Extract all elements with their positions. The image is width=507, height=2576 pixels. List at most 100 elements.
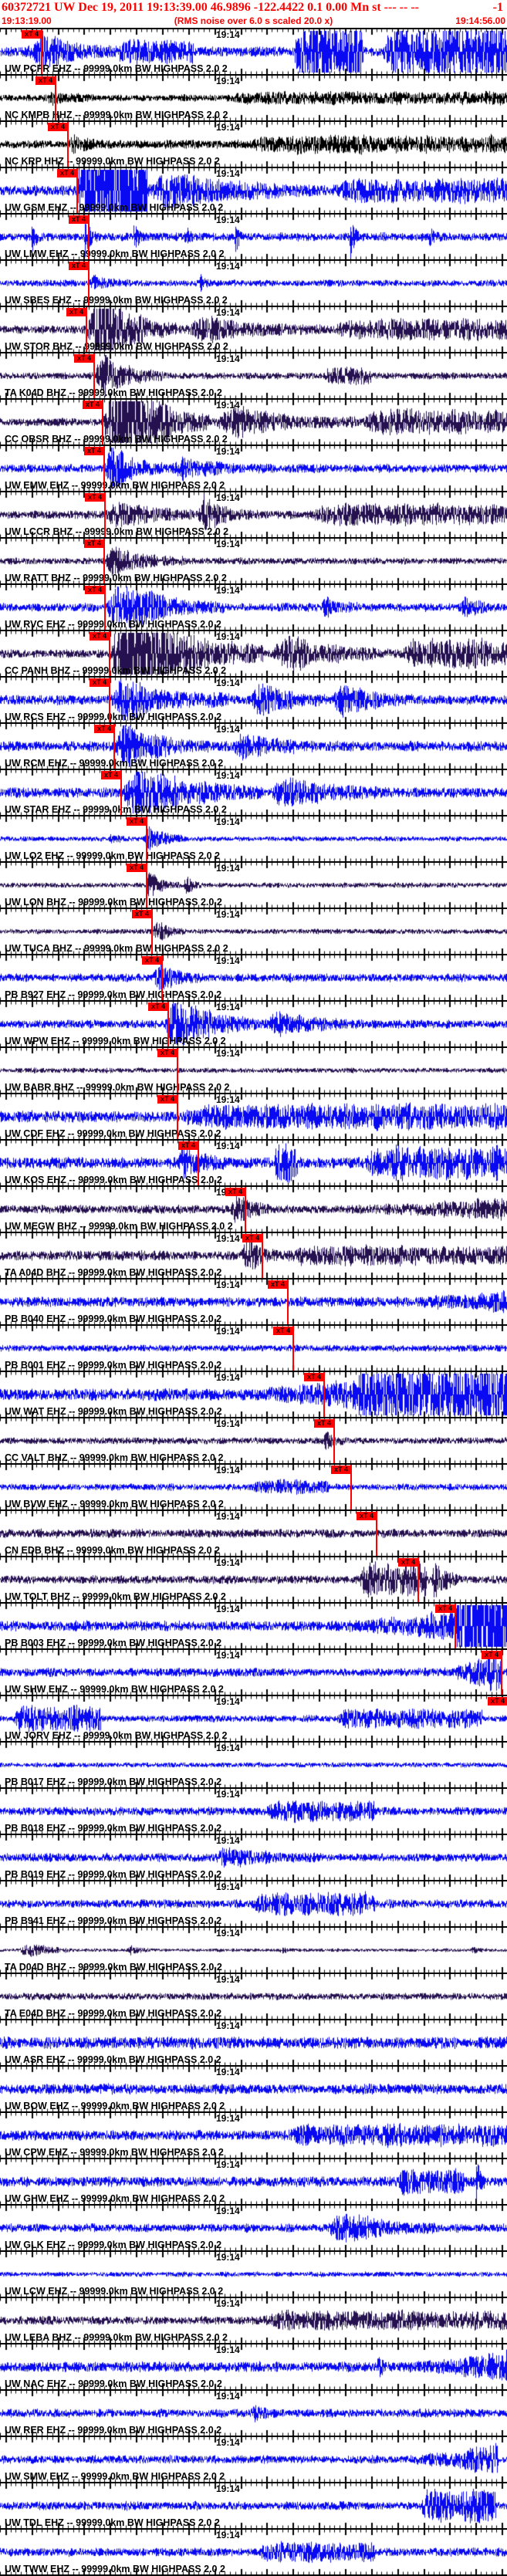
minute-label: 19:14 xyxy=(216,1418,240,1429)
waveform-canvas[interactable] xyxy=(0,2344,507,2389)
trace-row: 19:14 UW PCFR EHZ -- 99999.0km BW HIGHPAS… xyxy=(0,28,507,74)
phase-pick-marker[interactable]: xT 4 xyxy=(69,262,89,270)
waveform-canvas[interactable] xyxy=(0,955,507,1000)
waveform-canvas[interactable] xyxy=(0,168,507,213)
trace-label: UW STOR BHZ -- 99999.0km BW HIGHPASS 2.0… xyxy=(5,341,228,352)
trace-row: 19:14 PB B003 EHZ -- 99999.0km BW HIGHPAS… xyxy=(0,1602,507,1648)
waveform-canvas[interactable] xyxy=(0,1511,507,1556)
phase-pick-marker[interactable]: xT 4 xyxy=(132,910,152,918)
phase-pick-marker[interactable]: xT 4 xyxy=(157,1095,177,1104)
phase-pick-marker[interactable]: xT 4 xyxy=(85,586,105,594)
phase-pick-marker[interactable]: xT 4 xyxy=(268,1280,288,1289)
minute-label: 19:14 xyxy=(216,1280,240,1290)
phase-pick-marker[interactable]: xT 4 xyxy=(69,215,89,224)
phase-pick-marker[interactable]: xT 4 xyxy=(84,539,104,548)
waveform-canvas[interactable] xyxy=(0,1789,507,1834)
waveform-canvas[interactable] xyxy=(0,631,507,676)
waveform-canvas[interactable] xyxy=(0,585,507,630)
waveform-canvas[interactable] xyxy=(0,1280,507,1324)
phase-pick-marker[interactable]: xT 4 xyxy=(357,1512,377,1520)
phase-pick-marker[interactable]: xT 4 xyxy=(66,308,86,316)
trace-row: 19:14 UW BOW EHZ -- 99999.0km BW HIGHPASS… xyxy=(0,2065,507,2111)
trace-label: UW TOLT BHZ -- 99999.0km BW HIGHPASS 2.0… xyxy=(5,1591,226,1602)
phase-pick-marker[interactable]: xT 4 xyxy=(90,632,110,641)
phase-pick-marker[interactable]: xT 4 xyxy=(22,30,42,39)
waveform-canvas[interactable] xyxy=(0,1696,507,1741)
waveform-canvas[interactable] xyxy=(0,1928,507,1973)
waveform-canvas[interactable] xyxy=(0,2206,507,2250)
waveform-canvas[interactable] xyxy=(0,1465,507,1509)
waveform-canvas[interactable] xyxy=(0,2020,507,2065)
trace-row: 19:14 UW GSM EHZ -- 99999.0km BW HIGHPASS… xyxy=(0,167,507,213)
phase-pick-line xyxy=(88,215,90,259)
phase-pick-marker[interactable]: xT 4 xyxy=(35,76,56,85)
phase-pick-marker[interactable]: xT 4 xyxy=(148,1002,168,1011)
waveform-canvas[interactable] xyxy=(0,1002,507,1046)
waveform-canvas[interactable] xyxy=(0,2437,507,2482)
phase-pick-marker[interactable]: xT 4 xyxy=(178,1141,198,1150)
waveform-canvas[interactable] xyxy=(0,2067,507,2111)
waveform-canvas[interactable] xyxy=(0,2159,507,2204)
minute-label: 19:14 xyxy=(216,492,240,503)
minute-label: 19:14 xyxy=(216,1002,240,1012)
waveform-canvas[interactable] xyxy=(0,724,507,769)
waveform-canvas[interactable] xyxy=(0,1835,507,1880)
phase-pick-marker[interactable]: xT 4 xyxy=(304,1373,324,1381)
phase-pick-marker[interactable]: xT 4 xyxy=(57,169,77,177)
waveform-canvas[interactable] xyxy=(0,1604,507,1648)
waveform-canvas[interactable] xyxy=(0,678,507,722)
waveform-canvas[interactable] xyxy=(0,2483,507,2528)
phase-pick-marker[interactable]: xT 4 xyxy=(157,1049,177,1057)
phase-pick-marker[interactable]: xT 4 xyxy=(101,771,121,779)
waveform-canvas[interactable] xyxy=(0,1326,507,1371)
phase-pick-marker[interactable]: xT 4 xyxy=(74,354,94,363)
waveform-canvas[interactable] xyxy=(0,2530,507,2574)
trace-row: 19:14 UW EMW EHZ -- 99999.0km BW HIGHPASS… xyxy=(0,445,507,491)
waveform-canvas[interactable] xyxy=(0,2113,507,2158)
waveform-canvas[interactable] xyxy=(0,76,507,120)
phase-pick-marker[interactable]: xT 4 xyxy=(127,817,147,826)
waveform-canvas[interactable] xyxy=(0,2391,507,2436)
phase-pick-marker[interactable]: xT 4 xyxy=(482,1651,502,1659)
waveform-canvas[interactable] xyxy=(0,770,507,815)
phase-pick-marker[interactable]: xT 4 xyxy=(225,1188,245,1196)
waveform-canvas[interactable] xyxy=(0,1094,507,1139)
waveform-canvas[interactable] xyxy=(0,863,507,908)
phase-pick-line xyxy=(323,1372,325,1417)
waveform-canvas[interactable] xyxy=(0,2252,507,2297)
minute-label: 19:14 xyxy=(216,1465,240,1476)
waveform-canvas[interactable] xyxy=(0,1141,507,1185)
phase-pick-marker[interactable]: xT 4 xyxy=(85,493,105,502)
waveform-canvas[interactable] xyxy=(0,29,507,74)
phase-pick-marker[interactable]: xT 4 xyxy=(314,1419,334,1428)
waveform-canvas[interactable] xyxy=(0,1881,507,1926)
waveform-canvas[interactable] xyxy=(0,1372,507,1417)
waveform-canvas[interactable] xyxy=(0,909,507,954)
waveform-canvas[interactable] xyxy=(0,492,507,537)
phase-pick-marker[interactable]: xT 4 xyxy=(84,447,104,455)
waveform-canvas[interactable] xyxy=(0,1650,507,1695)
waveform-canvas[interactable] xyxy=(0,2298,507,2343)
minute-label: 19:14 xyxy=(216,29,240,40)
phase-pick-marker[interactable]: xT 4 xyxy=(127,864,147,872)
phase-pick-marker[interactable]: xT 4 xyxy=(142,956,162,965)
phase-pick-marker[interactable]: xT 4 xyxy=(94,725,114,733)
phase-pick-marker[interactable]: xT 4 xyxy=(242,1234,262,1242)
trace-row: 19:14 TA E04D BHZ -- 99999.0km BW HIGHPAS… xyxy=(0,1973,507,2019)
phase-pick-marker[interactable]: xT 4 xyxy=(398,1558,418,1567)
phase-pick-marker[interactable]: xT 4 xyxy=(435,1604,455,1613)
waveform-canvas[interactable] xyxy=(0,1187,507,1232)
waveform-canvas[interactable] xyxy=(0,122,507,167)
phase-pick-marker[interactable]: xT 4 xyxy=(90,678,110,687)
phase-pick-marker[interactable]: xT 4 xyxy=(83,401,103,409)
waveform-canvas[interactable] xyxy=(0,1974,507,2019)
waveform-canvas[interactable] xyxy=(0,1418,507,1463)
waveform-canvas[interactable] xyxy=(0,1048,507,1093)
phase-pick-marker[interactable]: xT 4 xyxy=(273,1327,293,1335)
phase-pick-marker[interactable]: xT 4 xyxy=(331,1465,351,1474)
phase-pick-marker[interactable]: xT 4 xyxy=(488,1697,507,1706)
waveform-canvas[interactable] xyxy=(0,816,507,861)
waveform-canvas[interactable] xyxy=(0,1557,507,1602)
waveform-canvas[interactable] xyxy=(0,1743,507,1787)
phase-pick-marker[interactable]: xT 4 xyxy=(48,123,68,131)
